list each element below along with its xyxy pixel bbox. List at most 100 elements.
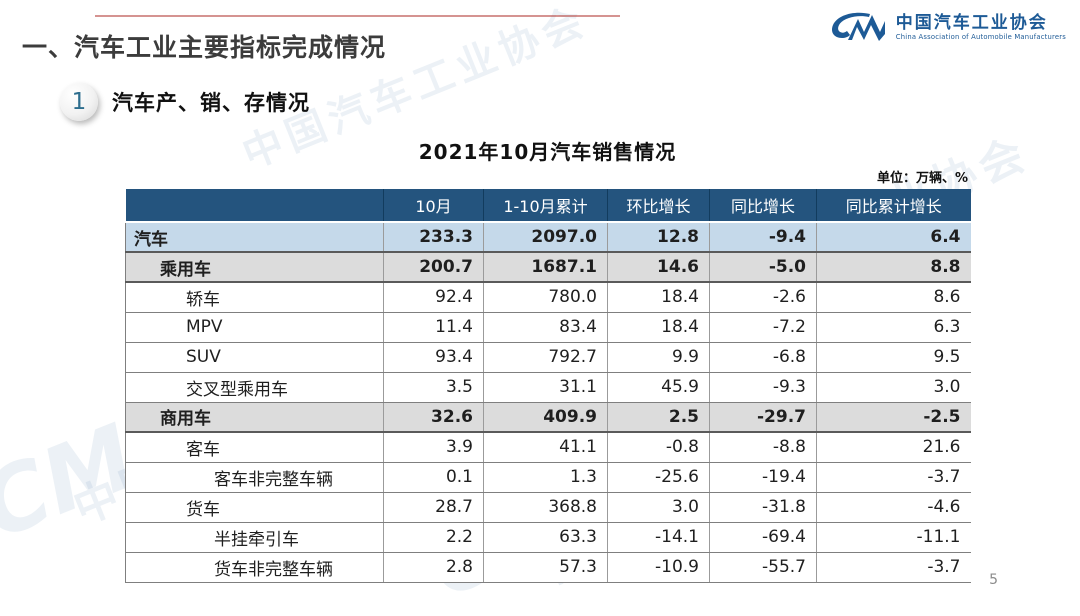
cell-value: -31.8 xyxy=(709,492,817,523)
subsection-header: 1 汽车产、销、存情况 xyxy=(60,83,310,121)
section-title: 一、汽车工业主要指标完成情况 xyxy=(22,33,387,62)
cell-value: 3.9 xyxy=(383,432,484,463)
cell-value: 200.7 xyxy=(383,251,484,283)
cell-value: 0.1 xyxy=(383,462,484,493)
logo-name-zh: 中国汽车工业协会 xyxy=(895,13,1048,34)
column-header: 同比增长 xyxy=(709,189,817,223)
table-header-row: 10月 1-10月累计 环比增长 同比增长 同比累计增长 xyxy=(125,189,971,223)
row-label: 客车 xyxy=(125,432,384,463)
cell-value: 2.2 xyxy=(383,522,484,553)
cell-value: 41.1 xyxy=(483,432,608,463)
cell-value: 31.1 xyxy=(483,372,608,403)
table-row: 轿车 92.4 780.0 18.4 -2.6 8.6 xyxy=(125,282,971,313)
table-row: 乘用车 200.7 1687.1 14.6 -5.0 8.8 xyxy=(125,251,971,283)
cell-value: 21.6 xyxy=(816,432,971,463)
cm-logo-icon xyxy=(830,10,888,46)
table-row: 商用车 32.6 409.9 2.5 -29.7 -2.5 xyxy=(125,401,971,433)
cell-value: 8.6 xyxy=(816,282,971,313)
cell-value: -0.8 xyxy=(607,432,710,463)
cell-value: 11.4 xyxy=(383,312,484,343)
table-row: 半挂牵引车 2.2 63.3 -14.1 -69.4 -11.1 xyxy=(125,522,971,553)
cell-value: -25.6 xyxy=(607,462,710,493)
cell-value: 18.4 xyxy=(607,282,710,313)
row-label: 客车非完整车辆 xyxy=(125,462,384,493)
table-area: 2021年10月汽车销售情况 单位：万辆、% 10月 1-10月累计 环比增长 同比增… xyxy=(125,136,971,583)
table-body: 汽车 233.3 2097.0 12.8 -9.4 6.4 乘用车 200.7 1687.1 14… xyxy=(125,222,971,583)
cell-value: -11.1 xyxy=(816,522,971,553)
column-header: 1-10月累计 xyxy=(483,189,608,223)
row-label: MPV xyxy=(125,312,384,343)
cell-value: 792.7 xyxy=(483,342,608,373)
row-label: SUV xyxy=(125,342,384,373)
table-row: MPV 11.4 83.4 18.4 -7.2 6.3 xyxy=(125,312,971,343)
cell-value: 2.8 xyxy=(383,552,484,583)
badge-number: 1 xyxy=(71,89,87,115)
cell-value: 368.8 xyxy=(483,492,608,523)
cell-value: -55.7 xyxy=(709,552,817,583)
cell-value: 233.3 xyxy=(383,222,484,253)
table-row: 客车非完整车辆 0.1 1.3 -25.6 -19.4 -3.7 xyxy=(125,462,971,493)
table-row: 货车非完整车辆 2.8 57.3 -10.9 -55.7 -3.7 xyxy=(125,552,971,583)
column-header: 环比增长 xyxy=(607,189,710,223)
cell-value: -14.1 xyxy=(607,522,710,553)
cell-value: 63.3 xyxy=(483,522,608,553)
row-label: 货车 xyxy=(125,492,384,523)
cell-value: 2.5 xyxy=(607,401,710,433)
cell-value: 8.8 xyxy=(816,251,971,283)
cell-value: -9.3 xyxy=(709,372,817,403)
cell-value: -3.7 xyxy=(816,552,971,583)
column-header: 10月 xyxy=(383,189,484,223)
cell-value: 3.0 xyxy=(816,372,971,403)
table-row: 货车 28.7 368.8 3.0 -31.8 -4.6 xyxy=(125,492,971,523)
cell-value: 9.5 xyxy=(816,342,971,373)
row-label: 交叉型乘用车 xyxy=(125,372,384,403)
cell-value: 2097.0 xyxy=(483,222,608,253)
row-label: 半挂牵引车 xyxy=(125,522,384,553)
subsection-title: 汽车产、销、存情况 xyxy=(112,91,310,115)
row-label: 货车非完整车辆 xyxy=(125,552,384,583)
table-row: SUV 93.4 792.7 9.9 -6.8 9.5 xyxy=(125,342,971,373)
table-row: 汽车 233.3 2097.0 12.8 -9.4 6.4 xyxy=(125,222,971,253)
cell-value: 3.0 xyxy=(607,492,710,523)
row-label: 汽车 xyxy=(125,222,384,253)
cell-value: 92.4 xyxy=(383,282,484,313)
cell-value: -5.0 xyxy=(709,251,817,283)
table-title: 2021年10月汽车销售情况 xyxy=(418,140,677,164)
unit-note: 单位：万辆、% xyxy=(876,171,968,186)
top-accent-line xyxy=(95,15,620,17)
row-label: 商用车 xyxy=(125,401,384,433)
row-label: 乘用车 xyxy=(125,251,384,283)
cell-value: 409.9 xyxy=(483,401,608,433)
cell-value: -10.9 xyxy=(607,552,710,583)
cell-value: 45.9 xyxy=(607,372,710,403)
cell-value: -2.5 xyxy=(816,401,971,433)
cell-value: -69.4 xyxy=(709,522,817,553)
cell-value: 93.4 xyxy=(383,342,484,373)
cell-value: -3.7 xyxy=(816,462,971,493)
cell-value: 1.3 xyxy=(483,462,608,493)
section-number-badge: 1 xyxy=(60,83,98,121)
cell-value: 3.5 xyxy=(383,372,484,403)
cell-value: 1687.1 xyxy=(483,251,608,283)
cell-value: 14.6 xyxy=(607,251,710,283)
table-row: 交叉型乘用车 3.5 31.1 45.9 -9.3 3.0 xyxy=(125,372,971,403)
table-header: 10月 1-10月累计 环比增长 同比增长 同比累计增长 xyxy=(125,189,971,223)
cell-value: -19.4 xyxy=(709,462,817,493)
sales-table: 10月 1-10月累计 环比增长 同比增长 同比累计增长 汽车 233.3 2097.0 12… xyxy=(125,189,971,583)
cell-value: -8.8 xyxy=(709,432,817,463)
table-row: 客车 3.9 41.1 -0.8 -8.8 21.6 xyxy=(125,432,971,463)
cell-value: 6.3 xyxy=(816,312,971,343)
org-logo: 中国汽车工业协会 China Association of Automobile… xyxy=(830,10,1066,46)
cell-value: 12.8 xyxy=(607,222,710,253)
cell-value: -9.4 xyxy=(709,222,817,253)
page-number: 5 xyxy=(989,572,998,588)
cell-value: -4.6 xyxy=(816,492,971,523)
cell-value: 57.3 xyxy=(483,552,608,583)
cell-value: 780.0 xyxy=(483,282,608,313)
cell-value: 28.7 xyxy=(383,492,484,523)
column-header xyxy=(125,189,384,223)
row-label: 轿车 xyxy=(125,282,384,313)
cell-value: 83.4 xyxy=(483,312,608,343)
logo-name-en: China Association of Automobile Manufact… xyxy=(895,32,1066,41)
